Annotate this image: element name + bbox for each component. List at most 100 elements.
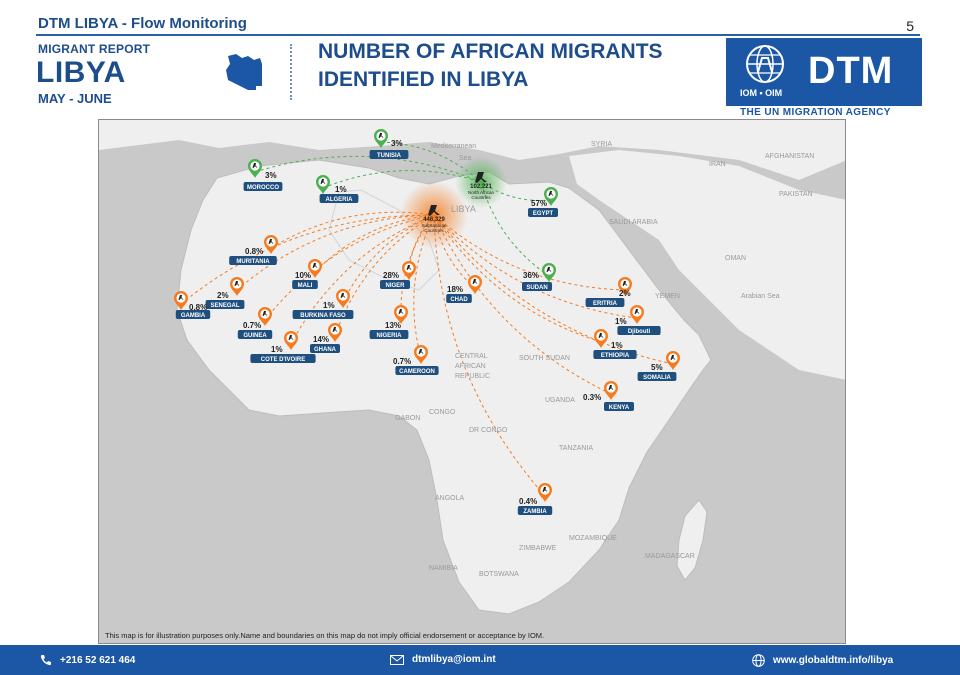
walking-person-icon [418, 349, 424, 355]
country-marker-cote-d-ivoire[interactable]: 1% COTE D'IVOIRE [250, 331, 316, 363]
header-divider [36, 34, 920, 36]
country-marker-guinea[interactable]: 0.7% GUINEA [237, 307, 273, 339]
country-marker-cameroon[interactable]: 0.7% CAMEROON [393, 345, 439, 375]
country-percentage: 1% [615, 317, 627, 326]
country-percentage: 1% [335, 185, 347, 194]
basemap-label-gabon: GABON [395, 415, 420, 422]
country-marker-niger[interactable]: 28% NIGER [380, 261, 416, 289]
iom-globe-icon [746, 45, 784, 83]
report-series-title: DTM LIBYA - Flow Monitoring [38, 15, 247, 32]
footer-bar: +216 52 621 464 dtmlibya@iom.int www.glo… [0, 645, 960, 675]
country-label-box [369, 330, 409, 339]
country-marker-algeria[interactable]: 1% ALGERIA [316, 174, 359, 203]
country-marker-djibouti[interactable]: 1%Djibouti [615, 305, 661, 335]
country-marker-kenya[interactable]: 0.3% KENYA [583, 381, 634, 411]
country-percentage: 0.8% [189, 303, 207, 312]
basemap-label-syria: SYRIA [591, 141, 612, 148]
country-marker-eritria[interactable]: 2%ERITRIA [585, 277, 632, 307]
basemap-label-congo: CONGO [429, 409, 456, 416]
country-name: TUNISIA [377, 153, 402, 159]
country-label-box [593, 350, 637, 359]
country-marker-ghana[interactable]: 14% GHANA [310, 323, 342, 353]
report-period: MAY - JUNE [38, 91, 112, 106]
basemap-label-mozambique: MOZAMBIQUE [569, 535, 617, 542]
footer-email[interactable]: dtmlibya@iom.int [390, 654, 496, 665]
hub-value: 102,221 [470, 184, 492, 190]
country-percentage: 36% [523, 271, 539, 280]
country-marker-gambia[interactable]: 0.8%GAMBIA [174, 291, 211, 319]
country-border-lines [328, 189, 440, 291]
flow-line-guinea [264, 213, 435, 321]
map-disclaimer: This map is for illustration purposes on… [105, 631, 544, 640]
phone-number: +216 52 621 464 [60, 654, 136, 666]
basemap-label-zimbabwe: ZIMBABWE [519, 545, 557, 552]
basemap-label-central: CENTRAL [455, 353, 488, 360]
walking-person-icon [268, 239, 274, 245]
country-percentage: 0.8% [245, 247, 263, 256]
flow-line-morocco [254, 155, 482, 183]
phone-icon [40, 655, 51, 666]
country-marker-muritania[interactable]: 0.8% MURITANIA [229, 235, 278, 265]
country-label-box [369, 150, 409, 159]
walking-person-icon [332, 327, 338, 333]
country-marker-burkina-faso[interactable]: 1% BURKINA FASO [292, 289, 354, 319]
flow-line-sudan [479, 181, 550, 277]
country-label-box [175, 310, 211, 319]
country-label-box [395, 366, 439, 375]
country-marker-egypt[interactable]: 57% EGYPT [528, 187, 558, 217]
walking-person-icon [320, 179, 326, 185]
country-name: NIGER [385, 283, 405, 289]
walking-person-icon [234, 281, 240, 287]
country-marker-zambia[interactable]: 0.4% ZAMBIA [517, 483, 553, 515]
country-name: ETHIOPIA [601, 353, 630, 359]
footer-phone[interactable]: +216 52 621 464 [40, 654, 135, 666]
basemap-label-arabian-sea: Arabian Sea [741, 293, 780, 300]
hub-migrant-icon [428, 205, 440, 216]
dtm-wordmark: DTM [808, 50, 894, 92]
country-percentage: 14% [313, 335, 329, 344]
basemap-label-iran: IRAN [709, 161, 726, 168]
country-marker-chad[interactable]: 18% CHAD [446, 275, 482, 303]
country-marker-sudan[interactable]: 36% SUDAN [522, 263, 556, 291]
walking-person-icon [340, 293, 346, 299]
country-percentage: 0.3% [583, 393, 601, 402]
basemap-labels: Mediterranean Sea SYRIA IRAN AFGHANISTAN PAKI… [395, 141, 814, 578]
country-title: LIBYA [36, 56, 126, 89]
migration-flow-map: 446,329 SubSaharan Countries 102,221 North A… [98, 119, 846, 644]
country-percentage: 1% [271, 345, 283, 354]
country-name: MALI [298, 283, 313, 289]
walking-person-icon [622, 281, 628, 287]
arabia-landmass [569, 150, 845, 380]
basemap-label-angola: ANGOLA [435, 495, 465, 502]
walking-person-icon [312, 263, 318, 269]
basemap-label-tanzania: TANZANIA [559, 445, 593, 452]
basemap-label-yemen: YEMEN [655, 293, 680, 300]
country-name: SUDAN [526, 285, 547, 291]
basemap-label-republic: REPUBLIC [455, 373, 490, 380]
email-address: dtmlibya@iom.int [412, 654, 496, 665]
country-marker-tunisia[interactable]: 3% TUNISIA [369, 129, 409, 159]
walking-person-icon [546, 267, 552, 273]
flow-line-muritania [270, 211, 435, 249]
country-marker-morocco[interactable]: 3% MOROCCO [243, 159, 283, 191]
country-label-box [522, 282, 552, 291]
basemap-label-south-sudan: SOUTH SUDAN [519, 355, 570, 362]
country-label-box [585, 298, 625, 307]
country-percentage: 0.4% [519, 497, 537, 506]
country-marker-ethiopia[interactable]: 1% ETHIOPIA [593, 329, 637, 359]
country-marker-senegal[interactable]: 2% SENEGAL [205, 277, 245, 309]
country-percentage: 1% [323, 301, 335, 310]
page-number: 5 [906, 18, 914, 34]
walking-person-icon [608, 385, 614, 391]
hub-label-line1: SubSaharan [421, 223, 447, 228]
libya-outline-icon [226, 54, 262, 90]
country-label-box [250, 354, 316, 363]
country-marker-somalia[interactable]: 5% SOMALIA [637, 351, 680, 381]
country-marker-nigeria[interactable]: 13% NIGERIA [369, 305, 409, 339]
country-percentage: 2% [619, 289, 631, 298]
footer-website[interactable]: www.globaldtm.info/libya [752, 654, 893, 667]
country-marker-mali[interactable]: 10% MALI [292, 259, 322, 289]
basemap-label-botswana: BOTSWANA [479, 571, 519, 578]
basemap-label-madagascar: MADAGASCAR [645, 553, 695, 560]
